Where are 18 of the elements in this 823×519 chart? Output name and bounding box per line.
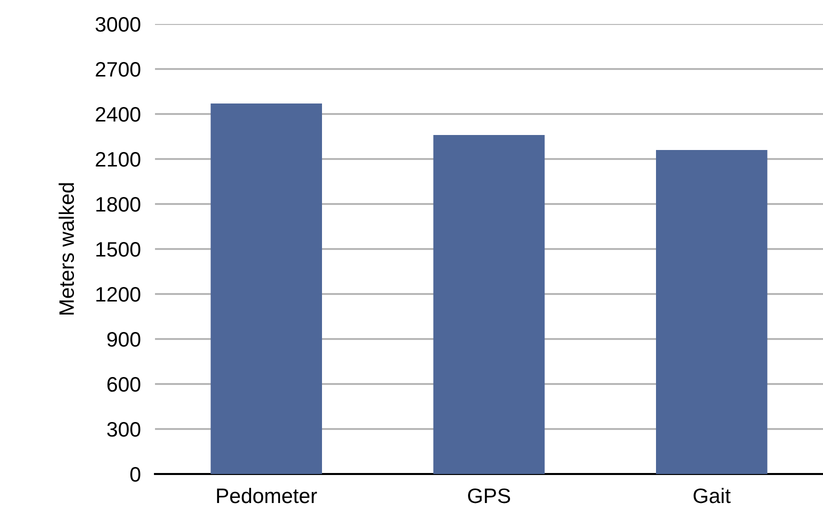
y-tick-label: 0 xyxy=(130,467,140,482)
x-tick-label: Pedometer xyxy=(217,488,317,504)
y-tick-label: 3000 xyxy=(96,17,140,32)
bar xyxy=(210,104,322,474)
y-tick-label: 300 xyxy=(107,422,140,437)
x-tick-label: Gait xyxy=(694,488,731,504)
y-tick-label: 1500 xyxy=(96,242,140,257)
y-tick-label: 1200 xyxy=(96,287,140,302)
x-tick-label: GPS xyxy=(468,488,510,504)
y-tick-label: 600 xyxy=(107,377,140,392)
bar xyxy=(656,150,768,474)
y-tick-label: 2400 xyxy=(96,107,140,122)
bar xyxy=(433,135,545,474)
y-tick-label: 1800 xyxy=(96,197,140,212)
y-tick-label: 2700 xyxy=(96,62,140,77)
y-axis-title: Meters walked xyxy=(58,183,74,314)
y-tick-label: 2100 xyxy=(96,152,140,167)
y-tick-label: 900 xyxy=(107,332,140,347)
